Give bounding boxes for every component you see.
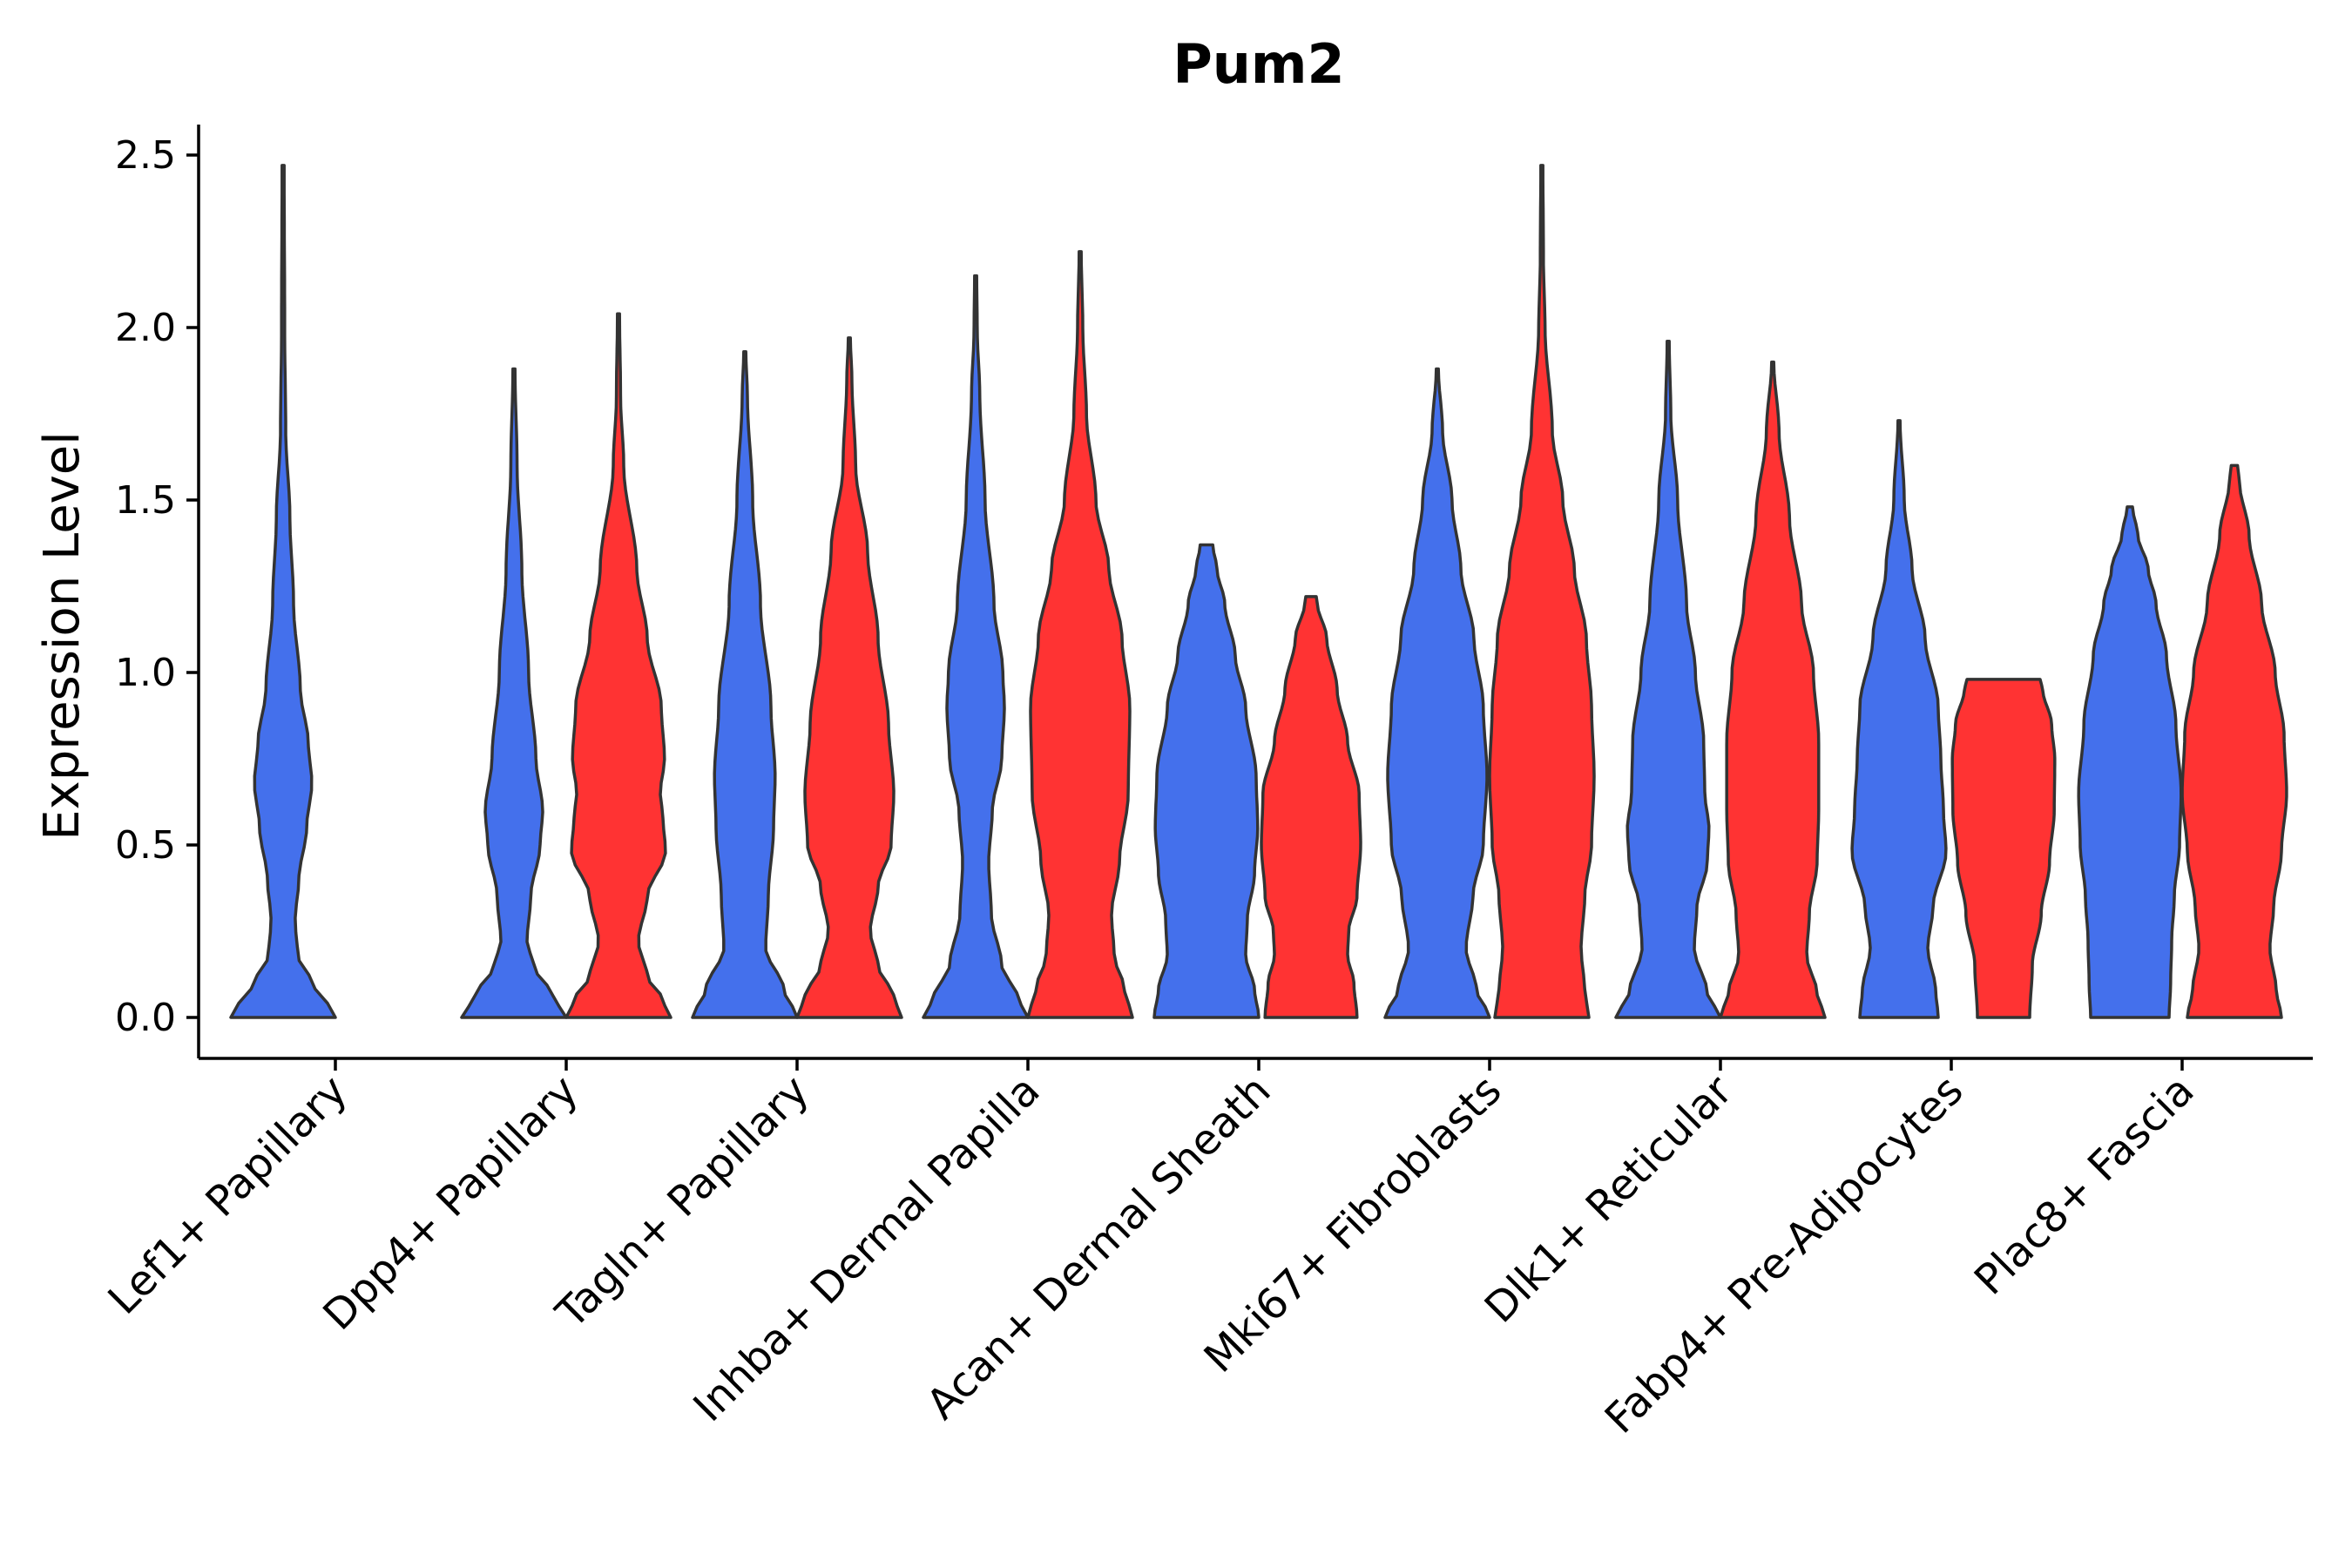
violin-inhba-dermal-papilla-group2 [1026,250,1134,1019]
x-category-label: Lef1+ Papillary [99,1066,357,1324]
violin-mki67-fibroblasts-group2 [1488,164,1596,1019]
chart-title: Pum2 [1173,32,1344,96]
x-category-label: Plac8+ Fascia [1965,1066,2204,1305]
y-tick-label: 2.0 [115,306,176,350]
violin-layer [229,164,2288,1019]
violin-mki67-fibroblasts-group1 [1383,367,1491,1019]
violin-dlk1-reticular-group1 [1614,340,1722,1019]
violin-acan-dermal-sheath-group1 [1152,543,1260,1019]
violin-inhba-dermal-papilla-group1 [922,274,1030,1019]
y-tick-label: 0.0 [115,996,176,1040]
violin-tagln-papillary-group2 [795,336,903,1019]
violin-dpp4-papillary-group2 [564,312,672,1019]
violin-dpp4-papillary-group1 [460,367,568,1019]
y-axis-label: Expression Level [34,431,91,841]
violin-lef1-papillary-group1 [229,164,337,1019]
x-category-label: Tagln+ Papillary [546,1066,818,1338]
violin-fabp4-pre-adipocytes-group2 [1950,678,2057,1019]
x-category-label: Dpp4+ Papillary [314,1066,587,1340]
violin-fabp4-pre-adipocytes-group1 [1850,419,1948,1019]
y-tick-label: 1.5 [115,478,176,523]
violin-tagln-papillary-group1 [691,349,799,1019]
violin-plac8-fascia-group2 [2180,463,2288,1019]
violin-dlk1-reticular-group2 [1719,360,1827,1019]
y-tick-label: 0.5 [115,823,176,868]
x-category-label: Dlk1+ Reticular [1476,1066,1742,1333]
violin-acan-dermal-sheath-group2 [1260,595,1362,1019]
y-tick-label: 2.5 [115,133,176,178]
y-tick-label: 1.0 [115,651,176,695]
violin-plac8-fascia-group1 [2077,505,2183,1019]
